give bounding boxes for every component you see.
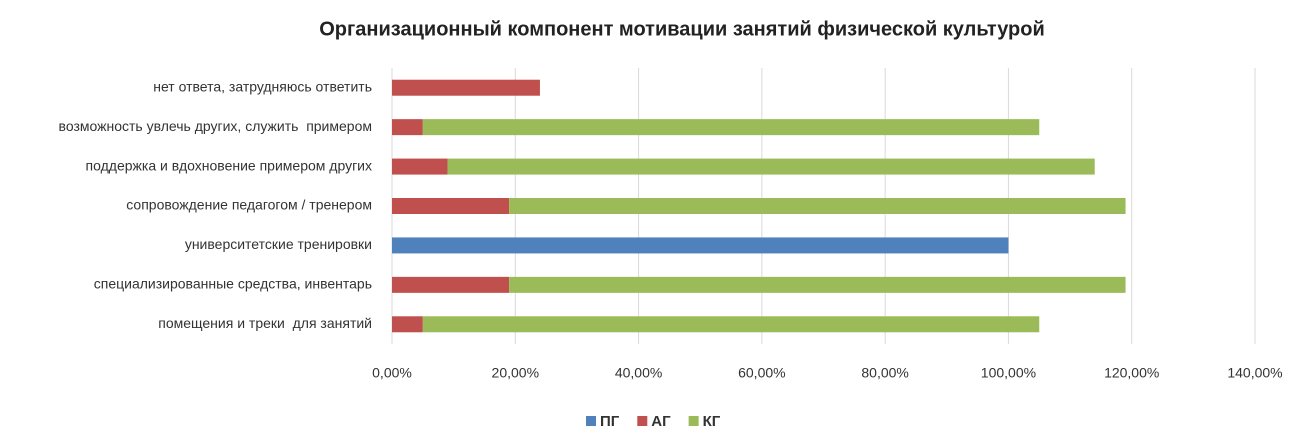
legend-swatch xyxy=(688,416,699,426)
bar-segment xyxy=(392,237,1009,254)
bar-segment xyxy=(509,276,1126,293)
bar-segment xyxy=(392,158,448,175)
bar-segment xyxy=(392,79,540,96)
legend-label: ПГ xyxy=(600,413,620,430)
y-tick-label: нет ответа, затрудняюсь ответить xyxy=(153,78,372,94)
x-tick-label: 100,00% xyxy=(981,365,1036,381)
legend-label: КГ xyxy=(703,413,721,430)
x-tick-label: 80,00% xyxy=(861,365,908,381)
bar-segment xyxy=(447,158,1095,175)
legend-label: АГ xyxy=(651,413,671,430)
x-tick-label: 120,00% xyxy=(1104,365,1159,381)
bar-segment xyxy=(509,198,1126,214)
bar-segment xyxy=(392,198,510,214)
y-tick-label: сопровождение педагогом / тренером xyxy=(126,197,372,213)
bar-segment xyxy=(392,276,510,293)
bar-segment xyxy=(422,119,1040,136)
y-tick-label: специализированные средства, инвентарь xyxy=(94,276,372,292)
y-tick-label: поддержка и вдохновение примером других xyxy=(86,157,372,173)
bar-segment xyxy=(392,119,423,136)
bar-segment xyxy=(392,316,423,333)
y-tick-label: помещения и треки для занятий xyxy=(158,315,372,331)
x-tick-label: 60,00% xyxy=(738,365,785,381)
y-tick-label: возможность увлечь других, служить приме… xyxy=(59,118,372,134)
bar-segment xyxy=(422,316,1040,333)
x-tick-label: 0,00% xyxy=(372,365,412,381)
x-tick-label: 20,00% xyxy=(492,365,539,381)
x-tick-label: 40,00% xyxy=(615,365,662,381)
x-tick-label: 140,00% xyxy=(1227,365,1282,381)
legend-swatch xyxy=(586,416,596,426)
chart-title: Организационный компонент мотивации заня… xyxy=(319,18,1045,40)
y-tick-label: университетские тренировки xyxy=(185,236,372,252)
legend-swatch xyxy=(637,416,648,426)
